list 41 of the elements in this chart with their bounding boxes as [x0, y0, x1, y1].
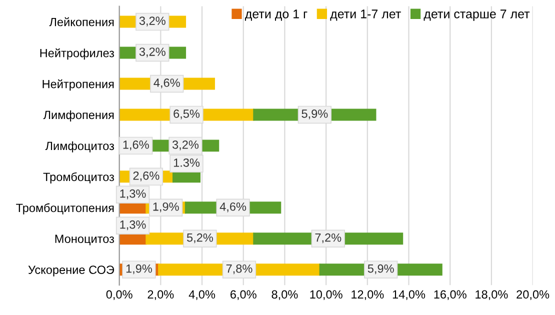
y-tick-label: Ускорение СОЭ — [28, 266, 114, 276]
data-label: 3,2% — [139, 16, 166, 26]
data-label: 7,2% — [315, 233, 342, 244]
data-label: 1,9% — [126, 264, 152, 274]
x-tick-label: 16,0% — [434, 290, 466, 300]
data-label: 3,2% — [139, 48, 166, 58]
data-label: 1,6% — [123, 140, 149, 150]
y-tick-label: Нейтрофилез — [40, 48, 114, 60]
data-label: 6,5% — [174, 110, 200, 120]
data-label: 5,9% — [368, 264, 394, 274]
x-tick-label: 14,0% — [392, 290, 426, 300]
y-tick-label: Тромбоцитоз — [43, 172, 114, 184]
y-tick-label: Лимфопения — [43, 110, 114, 122]
y-tick-label: Нейтропения — [42, 79, 114, 91]
data-label: 1,3% — [120, 220, 146, 230]
data-label: 4,6% — [220, 202, 246, 212]
data-label: 5,9% — [302, 110, 328, 120]
x-tick-label: 2,0% — [148, 290, 174, 300]
y-tick-label: Лимфоцитоз — [45, 141, 114, 152]
x-tick-label: 18,0% — [476, 290, 508, 300]
legend-label: дети старше 7 лет — [424, 10, 530, 21]
x-tick-label: 0,0% — [106, 290, 132, 300]
x-tick-label: 4,0% — [188, 290, 216, 300]
data-label: 3,2% — [172, 140, 199, 150]
y-tick-label: Тромбоцитопения — [16, 203, 114, 214]
data-label: 1,3% — [120, 189, 146, 200]
data-label: 1,9% — [153, 202, 179, 212]
data-label: 1.3% — [174, 158, 200, 167]
y-tick-label: Лейкопения — [49, 17, 114, 26]
data-label: 2,6% — [133, 171, 160, 182]
x-tick-label: 6,0% — [230, 290, 256, 300]
x-tick-label: 20,0% — [516, 290, 550, 300]
y-tick-label: Моноцитоз — [55, 234, 114, 246]
data-label: 5,2% — [186, 233, 213, 244]
x-tick-label: 10,0% — [310, 290, 342, 300]
x-tick-label: 8,0% — [272, 290, 298, 300]
legend-label: дети до 1 г — [244, 10, 308, 21]
data-label: 4,6% — [154, 78, 180, 88]
x-tick-label: 12,0% — [352, 290, 384, 300]
legend-label: дети 1-7 лет — [330, 10, 401, 21]
data-label: 7,8% — [226, 264, 252, 274]
